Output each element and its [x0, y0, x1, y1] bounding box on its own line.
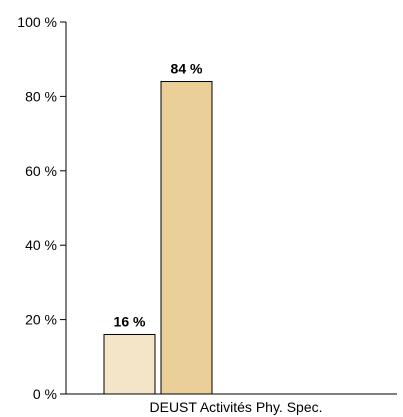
x-category-label: DEUST Activités Phy. Spec. — [150, 399, 323, 415]
y-tick-label: 80 % — [25, 88, 57, 104]
data-label-2: 84 % — [171, 61, 203, 77]
x-axis: DEUST Activités Phy. Spec. — [66, 393, 397, 415]
y-tick-label: 40 % — [25, 237, 57, 253]
y-tick-label: 0 % — [33, 386, 57, 402]
y-tick-label: 60 % — [25, 163, 57, 179]
bar-2 — [160, 81, 213, 395]
y-axis: 0 % 20 % 40 % 60 % 80 % 100 % — [17, 14, 67, 402]
data-label-1: 16 % — [114, 313, 146, 329]
y-tick-label: 100 % — [17, 14, 57, 30]
y-tick-label: 20 % — [25, 312, 57, 328]
data-labels: 16 % 84 % — [114, 61, 203, 330]
bars — [103, 81, 213, 395]
bar-1 — [103, 333, 156, 395]
